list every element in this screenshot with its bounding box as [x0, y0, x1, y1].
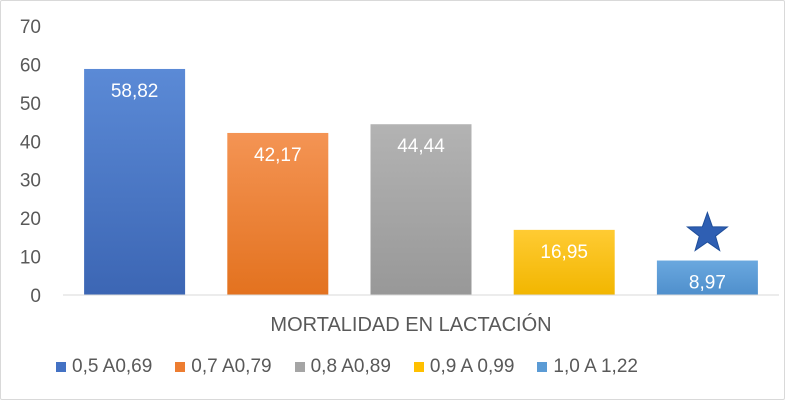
bar	[227, 132, 329, 295]
bar-value-label: 8,97	[689, 273, 726, 294]
bar-value-label: 44,44	[397, 136, 445, 157]
bar-value-label: 42,17	[254, 145, 302, 166]
annotations	[685, 210, 729, 252]
bar	[513, 229, 615, 295]
legend-label: 0,8 A0,89	[310, 356, 391, 377]
y-tick-label: 30	[20, 171, 41, 192]
y-tick-label: 70	[20, 17, 41, 38]
value-labels: 58,82 42,17 44,44 16,95 8,97	[111, 81, 726, 294]
legend-item: 0,5 A0,69	[56, 356, 152, 378]
y-tick-label: 20	[20, 209, 41, 230]
bar	[84, 68, 186, 296]
legend-item: 0,7 A0,79	[175, 356, 272, 378]
legend-swatch	[175, 362, 186, 372]
legend-label: 1,0 A 1,22	[553, 356, 638, 377]
legend-label: 0,7 A0,79	[191, 356, 272, 377]
y-tick-label: 50	[20, 94, 41, 115]
y-tick-label: 10	[20, 248, 41, 269]
bar-value-label: 16,95	[540, 242, 588, 263]
y-axis: 0 10 20 30 40 50 60 70	[20, 17, 41, 307]
bars	[84, 68, 758, 296]
legend-label: 0,5 A0,69	[72, 356, 153, 377]
legend-label: 0,9 A 0,99	[429, 356, 515, 377]
legend-item: 1,0 A 1,22	[537, 356, 638, 378]
legend-swatch	[294, 362, 305, 372]
star-icon	[685, 210, 729, 252]
chart-legend: 0,5 A0,69 0,7 A0,79 0,8 A0,89 0,9 A 0,99 1,0…	[56, 352, 638, 382]
y-tick-label: 0	[30, 286, 41, 307]
legend-item: 0,8 A0,89	[294, 356, 391, 378]
bar-value-label: 58,82	[111, 81, 159, 102]
legend-item: 0,9 A 0,99	[413, 356, 515, 378]
y-tick-label: 40	[20, 132, 41, 153]
legend-swatch	[413, 362, 424, 372]
legend-swatch	[56, 362, 66, 372]
bar	[370, 124, 472, 296]
y-tick-label: 60	[20, 55, 41, 76]
bar	[656, 260, 758, 295]
x-axis-title: MORTALIDAD EN LACTACIÓN	[270, 313, 551, 336]
legend-swatch	[537, 362, 548, 372]
